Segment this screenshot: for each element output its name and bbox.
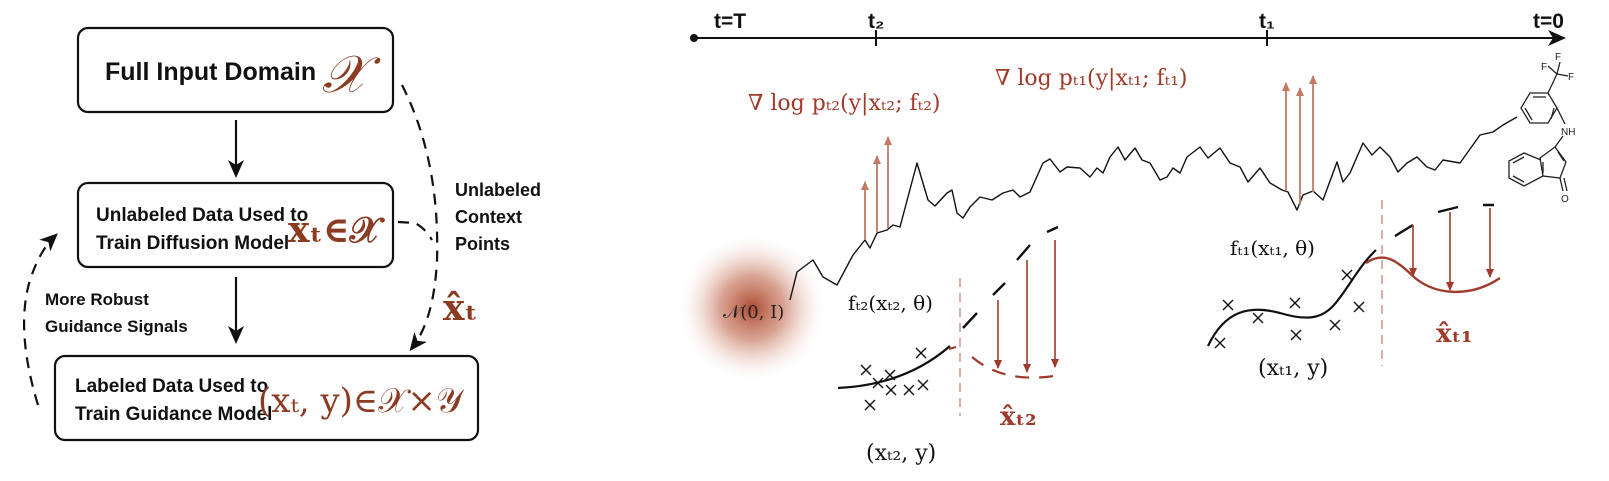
data-point-marker [903,384,915,396]
data-point-marker [915,347,927,359]
timeline-start-label: t=T [714,10,746,33]
dashed-branch-unlabeled [397,220,433,241]
atom-o: O [1561,194,1569,205]
gaussian-prior-blob [680,236,824,380]
data-point-marker [860,364,872,376]
atom-f: F [1568,72,1574,83]
data-point-marker [1289,297,1301,309]
right-diffusion-panel: t=T t₂ t₁ t=0 𝒩(0, I) ∇ log pₜ₂(y|xₜ₂; f… [680,10,1575,466]
data-point-marker [864,399,876,411]
predicted-dashes [962,225,1059,329]
data-point-marker [1353,301,1365,313]
full-domain-label: Full Input Domain [105,58,316,86]
timeline-end-label: t=0 [1533,10,1564,33]
data-point-marker [1222,299,1234,311]
data-t2-label: (xₜ₂, y) [866,441,936,466]
data-point-marker [872,377,884,389]
guidance-arrows-t1 [1282,75,1317,205]
guidance-arrows-t2 [861,136,892,240]
data-point-marker [1329,319,1341,331]
dashed-arrow-context-points [401,84,439,352]
data-point-marker [884,369,896,381]
context-label-line3: Points [455,234,510,254]
diffusion-trajectory [789,116,1518,301]
dashed-arrow-robust-guidance [22,233,58,406]
labeled-math: (xₜ, y)∈𝒳×𝒴 [258,381,465,421]
timeline-start-dot [690,34,698,42]
labeled-line2: Train Guidance Model [75,404,272,425]
grad-t1-label: ∇ log pₜ₁(y|xₜ₁; fₜ₁) [995,66,1188,91]
data-point-marker [1341,269,1353,281]
atom-f: F [1541,62,1547,73]
context-label-line1: Unlabeled [455,180,541,200]
model-fit-curve [837,345,951,390]
labeled-points-t2 [860,347,929,411]
pseudo-label-curve [971,356,1061,379]
data-point-marker [1252,312,1264,324]
unlabeled-line1: Unlabeled Data Used to [96,205,308,226]
pseudo-label-curve [1365,256,1501,294]
data-t1-label: (xₜ₁, y) [1258,356,1328,381]
atom-nh: NH [1561,127,1575,138]
molecule-structure-icon: F F F NH O [1508,52,1575,205]
robust-label-line2: Guidance Signals [45,317,188,336]
timeline-t2-label: t₂ [868,10,884,33]
xhat-t-label: x̂ₜ [443,287,478,329]
model-t2-label: fₜ₂(xₜ₂, θ) [848,291,933,315]
data-point-marker [1214,337,1226,349]
model-extrapolation [948,345,957,351]
box-unlabeled-data: Unlabeled Data Used to Train Diffusion M… [76,181,395,269]
model-fit-curve [1207,249,1377,347]
left-flow-panel: Full Input Domain 𝒳 Unlabeled Data Used … [22,26,541,442]
box-labeled-data: Labeled Data Used to Train Guidance Mode… [53,354,480,442]
data-point-marker [917,379,929,391]
unlabeled-math: xₜ∈𝒳 [288,209,385,251]
timeline: t=T t₂ t₁ t=0 [690,10,1566,46]
data-point-marker [1290,329,1302,341]
robust-label-line1: More Robust [45,290,149,309]
xhat-t2-label: x̂ₜ₂ [1000,402,1037,432]
timeline-t1-label: t₁ [1259,10,1275,33]
model-t1-label: fₜ₁(xₜ₁, θ) [1230,236,1315,260]
predicted-dashes [1394,203,1494,238]
guidance-subplot-t1: fₜ₁(xₜ₁, θ) x̂ₜ₁ (xₜ₁, y) [1207,200,1501,381]
unlabeled-line2: Train Diffusion Model [96,233,289,254]
guidance-subplot-t2: fₜ₂(xₜ₂, θ) x̂ₜ₂ (xₜ₂, y) [837,225,1061,466]
atom-f: F [1555,52,1561,63]
context-label-line2: Context [455,207,522,227]
labeled-line1: Labeled Data Used to [75,376,268,397]
prior-label: 𝒩(0, I) [723,302,784,323]
data-point-marker [885,384,897,396]
xhat-t1-label: x̂ₜ₁ [1436,319,1473,349]
box-full-input-domain: Full Input Domain 𝒳 [76,26,395,114]
grad-t2-label: ∇ log pₜ₂(y|xₜ₂; fₜ₂) [748,91,941,116]
labeled-points-t1 [1214,269,1365,349]
